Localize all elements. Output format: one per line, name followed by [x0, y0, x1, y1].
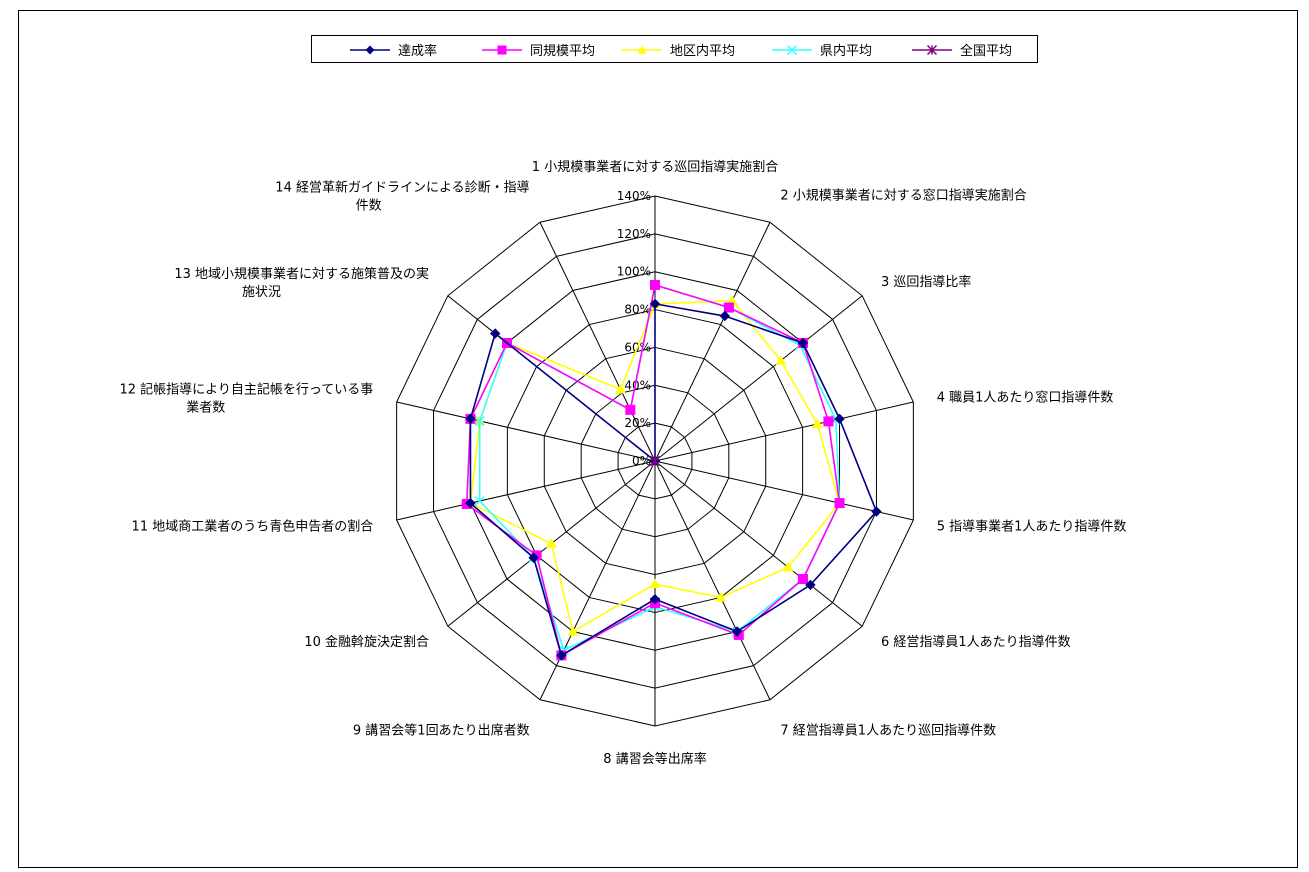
- data-point: [812, 418, 823, 429]
- radar-spoke: [654, 222, 771, 462]
- axis-label: 10 金融斡旋決定割合: [304, 634, 429, 650]
- series-5: [649, 455, 661, 467]
- data-point: [528, 552, 539, 563]
- legend-entry: 達成率: [350, 43, 437, 59]
- data-point: [465, 413, 476, 425]
- data-point: [834, 498, 845, 509]
- series-line: [478, 283, 841, 652]
- data-point: [719, 310, 731, 322]
- data-point: [615, 383, 626, 394]
- axis-label: 11 地域商工業者のうち青色申告者の割合: [132, 518, 374, 534]
- axis-label: 7 経営指導員1人あたり巡回指導件数: [780, 723, 996, 738]
- legend-entry: 県内平均: [772, 43, 872, 59]
- legend-label: 県内平均: [820, 43, 872, 59]
- radial-tick-label: 140%: [617, 189, 651, 203]
- data-point: [567, 626, 579, 636]
- legend-marker: [637, 45, 647, 54]
- axis-label: 13 地域小規模事業者に対する施策普及の実施状況: [174, 266, 429, 300]
- legend-items: 達成率 同規模平均 地区内平均 県内平均 全国平均: [350, 43, 1012, 59]
- data-point: [625, 404, 636, 415]
- axis-label: 12 記帳指導により自主記帳を行っている事業者数: [119, 382, 373, 416]
- data-point: [546, 538, 557, 548]
- axis-label: 5 指導事業者1人あたり指導件数: [937, 518, 1127, 534]
- axis-label: 8 講習会等出席率: [603, 751, 706, 767]
- radial-tick-label: 0%: [632, 454, 651, 468]
- axis-label: 1 小規模事業者に対する巡回指導実施割合: [532, 159, 778, 175]
- radar-spoke: [396, 460, 656, 521]
- legend-marker: [926, 44, 938, 56]
- data-point: [775, 355, 787, 365]
- legend-marker: [786, 44, 798, 56]
- data-point: [649, 593, 661, 605]
- legend-label: 達成率: [398, 43, 437, 59]
- radial-tick-label: 100%: [617, 265, 651, 279]
- radial-tick-label: 20%: [624, 416, 651, 430]
- axis-label: 4 職員1人あたり窓口指導件数: [937, 390, 1114, 406]
- radar-spoke: [654, 460, 771, 700]
- legend-label: 地区内平均: [670, 43, 735, 59]
- radar-spoke: [539, 460, 656, 700]
- legend-label: 全国平均: [960, 43, 1012, 59]
- data-point: [649, 298, 661, 310]
- radar-gridlines: [396, 195, 914, 727]
- data-point: [474, 495, 485, 507]
- radial-tick-label: 120%: [617, 227, 651, 241]
- data-point: [489, 328, 501, 339]
- radar-spoke: [396, 401, 656, 462]
- data-point: [805, 579, 816, 591]
- axis-label: 14 経営革新ガイドラインによる診断・指導件数: [275, 180, 529, 214]
- data-point: [797, 337, 809, 349]
- axis-label: 2 小規模事業者に対する窓口指導実施割合: [780, 188, 1026, 204]
- series-1: [465, 298, 882, 661]
- legend-label: 同規模平均: [530, 44, 595, 59]
- radial-tick-label: 80%: [624, 303, 651, 317]
- axis-label: 9 講習会等1回あたり出席者数: [353, 722, 530, 738]
- radar-chart: 0%20%40%60%80%100%120%140%1 小規模事業者に対する巡回…: [119, 159, 1126, 767]
- data-point: [650, 279, 660, 290]
- data-point: [649, 578, 661, 589]
- radar-spoke: [654, 460, 914, 521]
- axis-label: 6 経営指導員1人あたり指導件数: [881, 635, 1071, 650]
- legend-marker: [497, 45, 507, 55]
- data-point: [834, 413, 845, 425]
- legend-entry: 同規模平均: [482, 44, 595, 59]
- data-point: [556, 650, 567, 661]
- data-point: [715, 591, 727, 602]
- data-point: [723, 302, 734, 313]
- data-point: [474, 415, 485, 427]
- legend-marker: [365, 45, 375, 55]
- radar-spoke: [654, 460, 863, 627]
- axis-label: 3 巡回指導比率: [881, 274, 971, 290]
- data-point: [649, 455, 661, 467]
- legend-entry: 全国平均: [912, 43, 1012, 59]
- data-point: [731, 626, 743, 637]
- chart-frame: 0% 20% 40% 60% 80% 100% 120% 140% 1 小規模事業者に対する巡回…: [18, 10, 1298, 868]
- data-point: [782, 561, 794, 572]
- legend-entry: 地区内平均: [622, 43, 735, 59]
- radial-tick-label: 40%: [624, 378, 651, 392]
- data-point: [465, 497, 476, 509]
- radar-spoke: [539, 222, 656, 462]
- data-point: [797, 574, 808, 585]
- radar-spoke: [654, 295, 863, 462]
- data-point: [823, 416, 834, 427]
- radar-spoke: [654, 401, 914, 462]
- data-point: [871, 506, 882, 517]
- legend: 達成率 同規模平均 地区内平均 県内平均 全国平均: [311, 35, 1038, 63]
